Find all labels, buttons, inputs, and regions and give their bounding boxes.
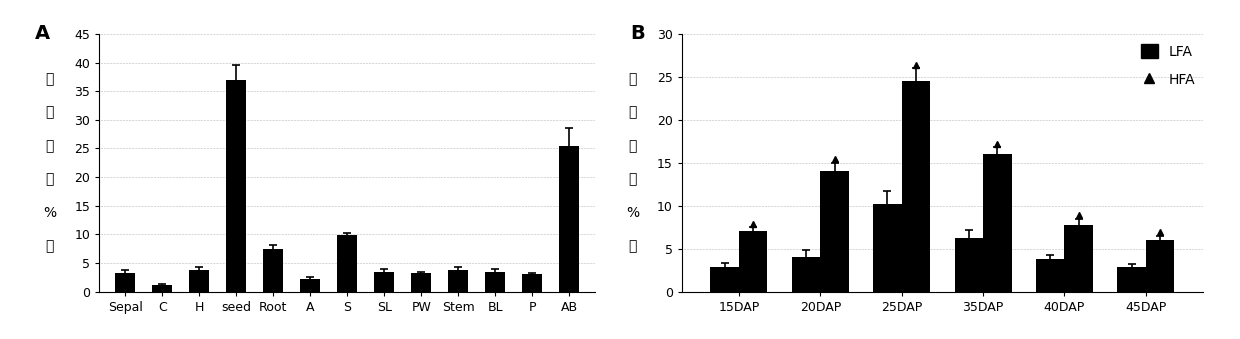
Bar: [337, 235, 357, 292]
Bar: [188, 270, 210, 292]
Text: 对: 对: [46, 105, 53, 119]
Legend: LFA, HFA: LFA, HFA: [1136, 38, 1202, 93]
Bar: [1117, 267, 1146, 292]
Text: ）: ）: [46, 239, 53, 254]
Bar: [901, 81, 930, 292]
Bar: [263, 248, 284, 292]
Bar: [559, 145, 579, 292]
Bar: [374, 272, 394, 292]
Bar: [1146, 240, 1174, 292]
Bar: [821, 171, 849, 292]
Text: 相: 相: [46, 72, 53, 86]
Text: 値: 値: [629, 139, 636, 153]
Bar: [983, 154, 1012, 292]
Text: （: （: [46, 173, 53, 186]
Bar: [522, 274, 542, 292]
Bar: [448, 270, 469, 292]
Bar: [115, 273, 135, 292]
Bar: [739, 232, 768, 292]
Bar: [153, 285, 172, 292]
Text: %: %: [626, 206, 639, 220]
Bar: [873, 204, 901, 292]
Bar: [792, 257, 821, 292]
Bar: [485, 272, 506, 292]
Text: 値: 値: [46, 139, 53, 153]
Bar: [226, 80, 247, 292]
Bar: [955, 238, 983, 292]
Bar: [1035, 259, 1064, 292]
Text: A: A: [35, 24, 50, 43]
Text: ）: ）: [629, 239, 636, 254]
Text: 对: 对: [629, 105, 636, 119]
Bar: [1064, 224, 1092, 292]
Bar: [711, 267, 739, 292]
Bar: [410, 273, 432, 292]
Text: （: （: [629, 173, 636, 186]
Text: 相: 相: [629, 72, 636, 86]
Text: B: B: [630, 24, 645, 43]
Bar: [300, 279, 320, 292]
Text: %: %: [43, 206, 56, 220]
